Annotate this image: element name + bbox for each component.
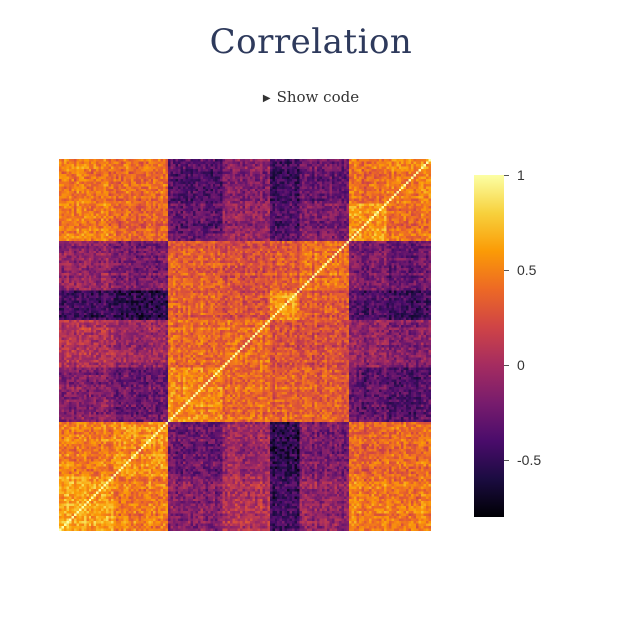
colorbar-tick-label: 1 [517, 167, 525, 183]
colorbar-tick-label: 0.5 [517, 262, 537, 278]
colorbar-tick [504, 460, 509, 461]
colorbar [474, 175, 504, 517]
colorbar-gradient [474, 175, 504, 517]
show-code-toggle[interactable]: ▶ Show code [0, 88, 622, 106]
colorbar-tick-label: 0 [517, 357, 525, 373]
triangle-right-icon: ▶ [262, 93, 271, 104]
page-title: Correlation [209, 22, 413, 62]
colorbar-tick-label: -0.5 [517, 452, 542, 468]
colorbar-tick [504, 175, 509, 176]
correlation-heatmap [59, 159, 431, 531]
show-code-label: Show code [276, 88, 360, 106]
colorbar-tick [504, 270, 509, 271]
colorbar-tick [504, 365, 509, 366]
